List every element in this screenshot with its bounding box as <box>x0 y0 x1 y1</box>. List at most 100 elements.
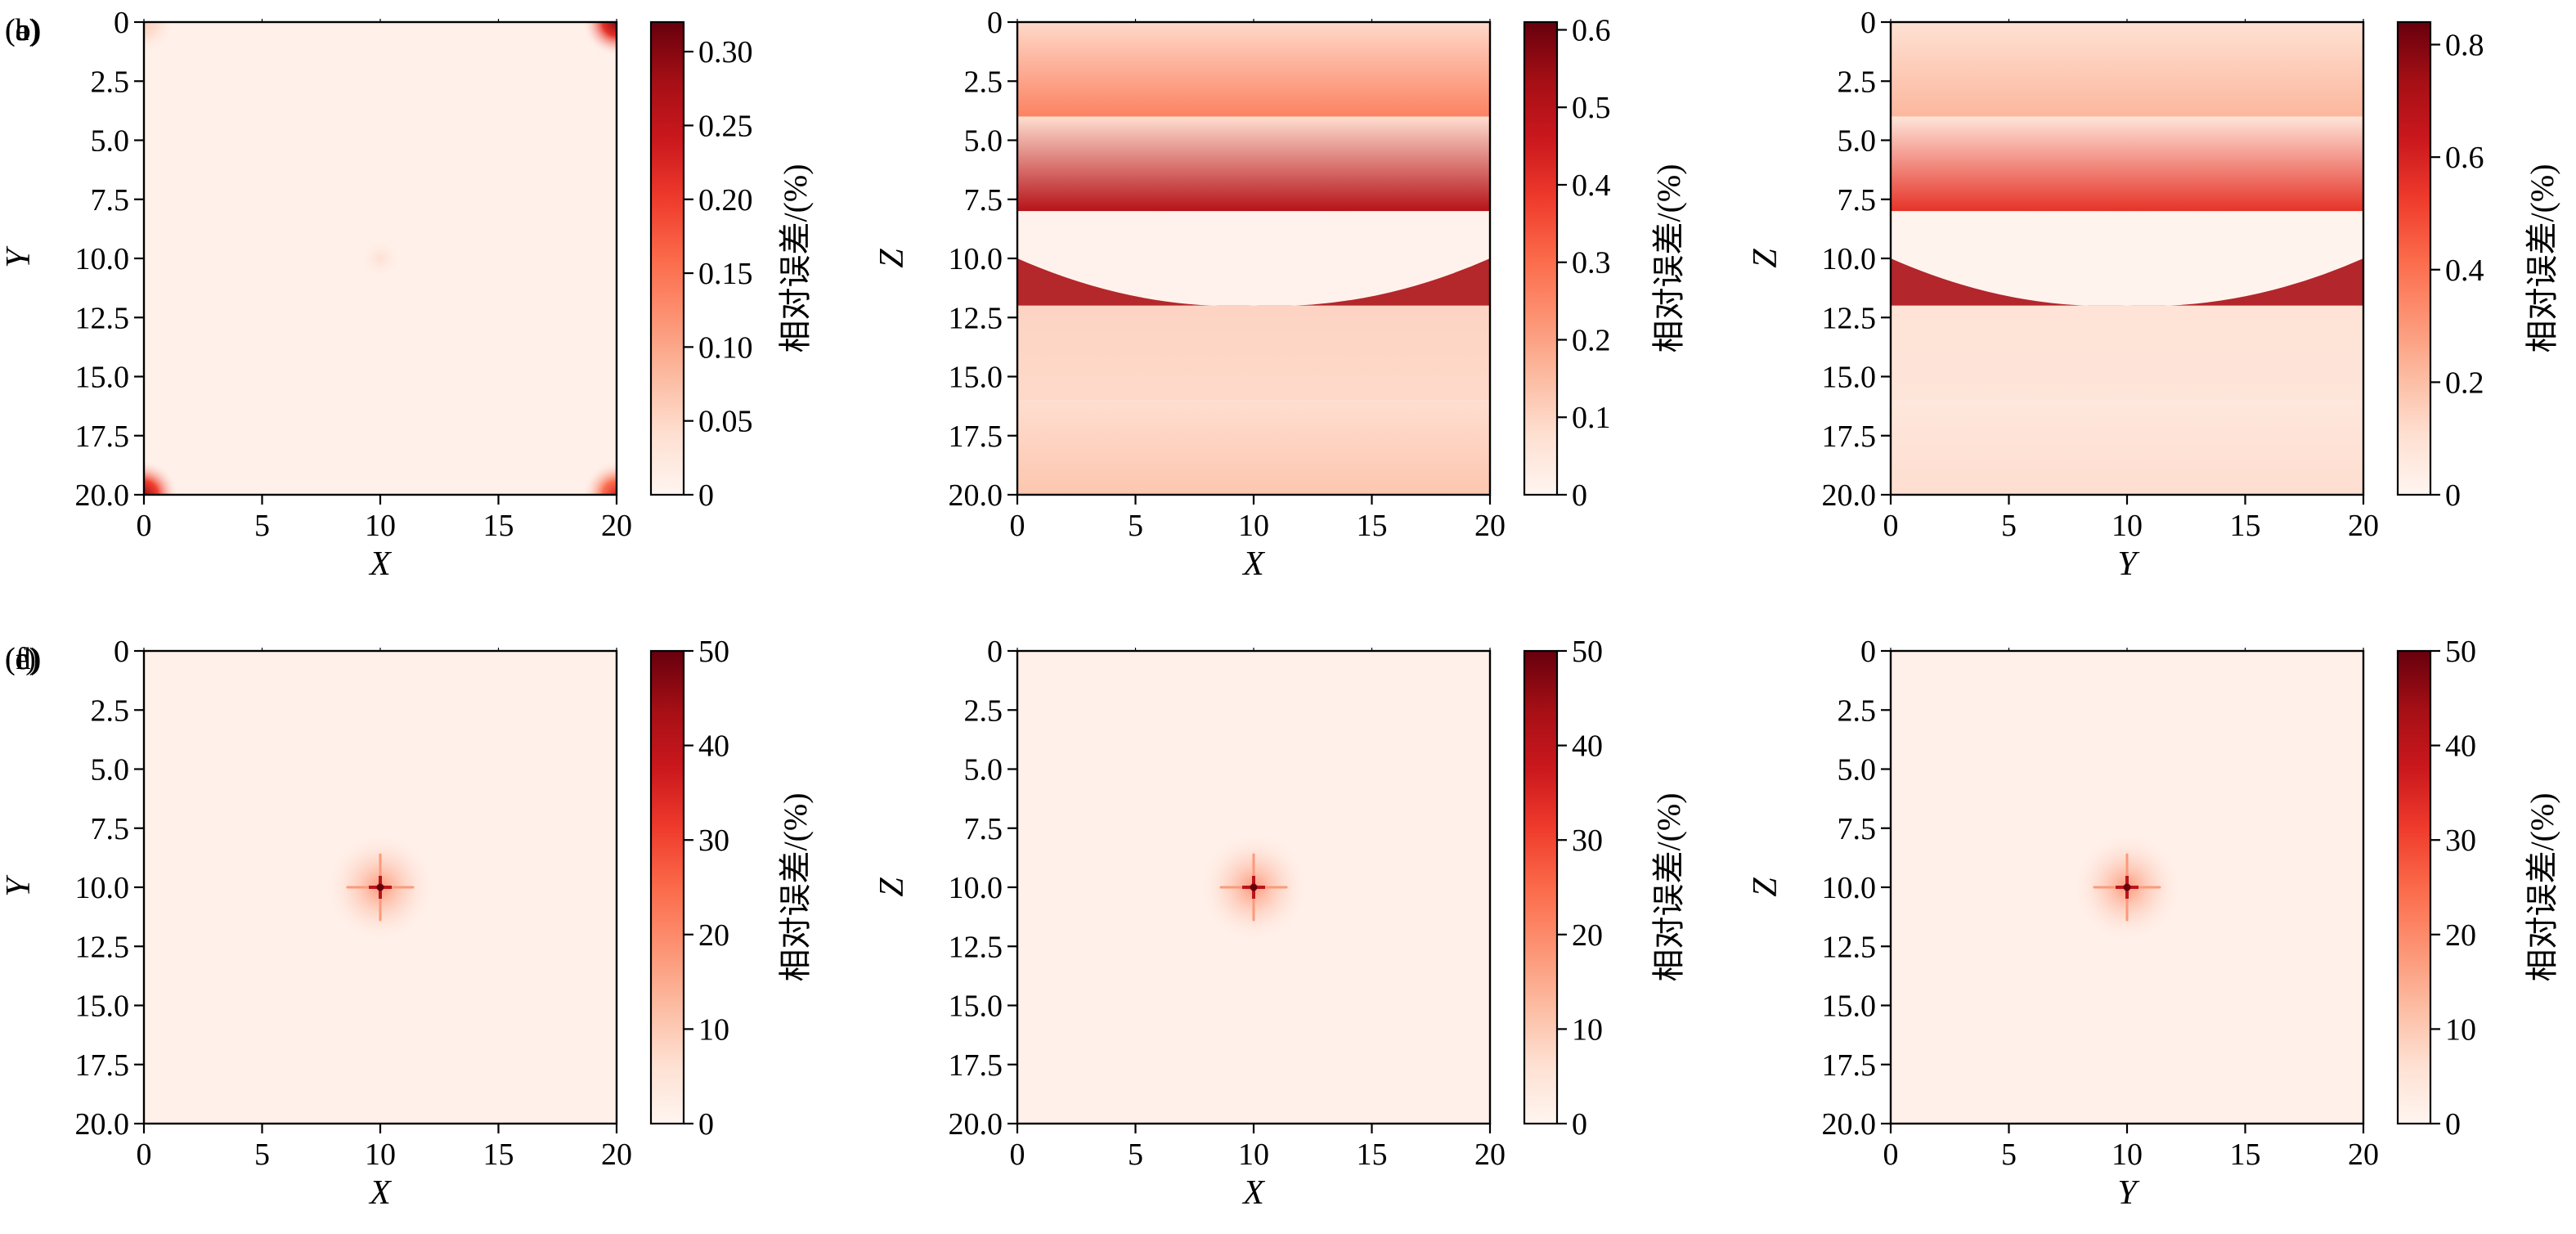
panel-e: 0 5 10 15 20 0 2.5 5.0 7.5 10.0 12.5 15.0 17.5 20.0 X Z… <box>5 635 1687 1212</box>
heatmap-bowl-edge <box>1891 258 2127 307</box>
colorbar-tick-label: 0.4 <box>2445 254 2484 288</box>
y-axis-label: Z <box>1747 877 1784 897</box>
x-tick-label: 0 <box>1883 509 1899 543</box>
x-tick-label: 20 <box>601 509 632 543</box>
colorbar-tick-label: 0.4 <box>1572 168 1611 203</box>
y-tick-label: 15.0 <box>1822 361 1877 395</box>
y-tick-label: 10.0 <box>1822 871 1877 905</box>
y-axis-label: Z <box>873 877 911 897</box>
x-axis-label: X <box>368 1174 393 1212</box>
panel-label: (c) <box>5 13 39 47</box>
x-axis-label: Y <box>2117 1174 2140 1212</box>
y-tick-label: 5.0 <box>1838 124 1877 159</box>
colorbar-tick-label: 0.25 <box>698 109 753 143</box>
y-tick-label: 12.5 <box>1822 301 1877 335</box>
y-tick-label: 15.0 <box>949 361 1003 395</box>
colorbar-tick-label: 20 <box>2445 918 2476 953</box>
colorbar <box>2398 651 2430 1124</box>
panel-a: 0 5 10 15 20 0 2.5 5.0 7.5 10.0 12.5 15.0 17.5 20.0 X Y… <box>0 6 814 583</box>
colorbar-label: 相对误差/(%) <box>1650 164 1687 352</box>
colorbar-tick-label: 0.3 <box>1572 246 1611 280</box>
x-tick-label: 20 <box>601 1138 632 1172</box>
y-tick-label: 17.5 <box>1822 1048 1877 1083</box>
colorbar-tick-label: 0.20 <box>698 183 753 218</box>
y-tick-label: 2.5 <box>1838 693 1877 728</box>
x-tick-label: 5 <box>2001 1138 2017 1172</box>
heatmap-layer <box>1017 22 1490 117</box>
heatmap-peak <box>376 883 384 891</box>
y-tick-label: 12.5 <box>75 301 130 335</box>
y-tick-label: 10.0 <box>75 242 130 276</box>
y-tick-label: 5.0 <box>1838 753 1877 788</box>
panel-f: 0 5 10 15 20 0 2.5 5.0 7.5 10.0 12.5 15.0 17.5 20.0 Y Z… <box>5 635 2560 1212</box>
y-tick-label: 12.5 <box>1822 930 1877 964</box>
colorbar-frame <box>649 649 685 1125</box>
colorbar-label: 相对误差/(%) <box>777 164 814 352</box>
y-tick-label: 0 <box>987 6 1003 40</box>
y-tick-label: 7.5 <box>964 183 1003 218</box>
colorbar-tick-label: 0.2 <box>1572 323 1611 357</box>
colorbar-tick-label: 30 <box>698 823 729 858</box>
x-axis-label: X <box>1241 1174 1266 1212</box>
colorbar-tick-label: 30 <box>2445 823 2476 858</box>
panel-label: (d) <box>5 642 41 676</box>
x-tick-label: 20 <box>2348 509 2379 543</box>
heatmap-bowl-edge <box>1254 258 1490 307</box>
y-tick-label: 5.0 <box>964 753 1003 788</box>
colorbar <box>1524 22 1557 495</box>
y-tick-label: 15.0 <box>1822 989 1877 1024</box>
colorbar-label: 相对误差/(%) <box>777 792 814 981</box>
y-tick-label: 7.5 <box>1838 812 1877 846</box>
colorbar-tick-label: 0 <box>1572 1107 1587 1142</box>
colorbar-tick-label: 40 <box>698 729 729 764</box>
x-axis-label: Y <box>2117 545 2140 583</box>
heatmap-peak <box>1250 883 1258 891</box>
y-tick-label: 2.5 <box>1838 65 1877 99</box>
panel-label: (e) <box>5 642 39 676</box>
y-axis-label: Z <box>873 249 911 268</box>
colorbar-tick-label: 10 <box>698 1012 729 1047</box>
colorbar-tick-label: 20 <box>1572 918 1603 953</box>
heatmap-layer <box>1891 22 2363 117</box>
y-tick-label: 7.5 <box>91 812 130 846</box>
y-tick-label: 5.0 <box>964 124 1003 159</box>
x-tick-label: 0 <box>137 1138 152 1172</box>
heatmap-layer <box>1017 305 1490 401</box>
y-tick-label: 20.0 <box>75 1107 130 1142</box>
colorbar <box>651 651 684 1124</box>
colorbar <box>1524 651 1557 1124</box>
heatmap-field <box>1891 651 2363 1124</box>
x-tick-label: 0 <box>1010 509 1025 543</box>
x-tick-label: 5 <box>254 509 270 543</box>
y-tick-label: 10.0 <box>1822 242 1877 276</box>
y-tick-label: 12.5 <box>949 301 1003 335</box>
y-tick-label: 17.5 <box>949 1048 1003 1083</box>
heatmap-field <box>144 22 617 495</box>
x-tick-label: 10 <box>1238 1138 1269 1172</box>
heatmap-peak <box>2123 883 2131 891</box>
colorbar-tick-label: 50 <box>698 635 729 669</box>
x-tick-label: 20 <box>1474 1138 1506 1172</box>
colorbar-tick-label: 10 <box>2445 1012 2476 1047</box>
y-tick-label: 17.5 <box>1822 420 1877 454</box>
x-tick-label: 0 <box>1010 1138 1025 1172</box>
x-tick-label: 10 <box>2112 1138 2143 1172</box>
x-tick-label: 15 <box>2230 1138 2261 1172</box>
y-tick-label: 20.0 <box>949 478 1003 513</box>
heatmap-corner-hotspot <box>144 460 178 495</box>
colorbar-tick-label: 40 <box>2445 729 2476 764</box>
colorbar-tick-label: 10 <box>1572 1012 1603 1047</box>
y-tick-label: 7.5 <box>964 812 1003 846</box>
colorbar-tick-label: 30 <box>1572 823 1603 858</box>
x-tick-label: 15 <box>483 1138 514 1172</box>
heatmap-layer <box>1891 400 2363 495</box>
y-tick-label: 15.0 <box>75 989 130 1024</box>
colorbar-label: 相对误差/(%) <box>2524 164 2560 352</box>
panel-label: (a) <box>5 13 39 47</box>
x-tick-label: 20 <box>1474 509 1506 543</box>
colorbar-tick-label: 0 <box>1572 478 1587 513</box>
colorbar-frame <box>649 20 685 496</box>
colorbar-tick-label: 0 <box>698 478 714 513</box>
y-tick-label: 5.0 <box>91 753 130 788</box>
y-tick-label: 2.5 <box>964 65 1003 99</box>
